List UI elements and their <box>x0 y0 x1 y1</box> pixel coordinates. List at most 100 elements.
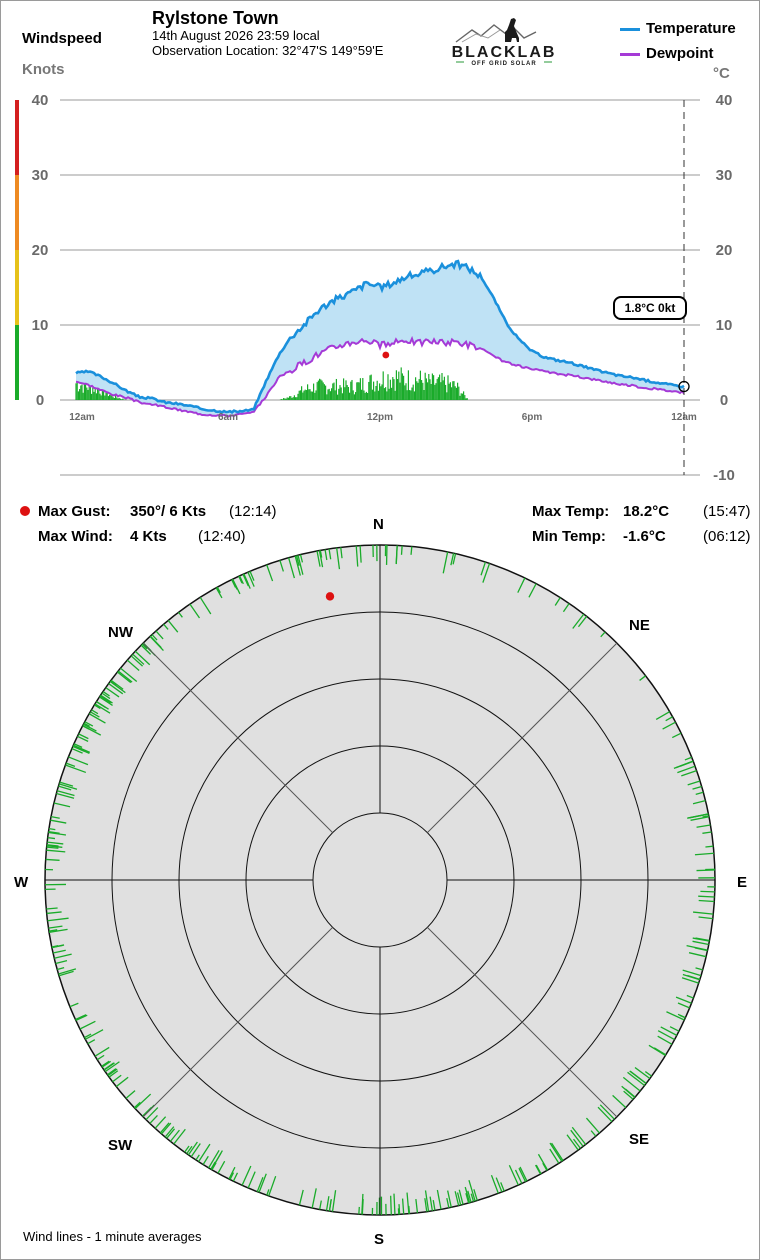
rose-wind-line <box>211 1162 217 1171</box>
left-tick-label: 20 <box>32 242 49 259</box>
rose-wind-line <box>59 781 74 787</box>
rose-wind-line <box>58 970 74 977</box>
rose-wind-line <box>693 911 714 915</box>
rose-wind-line <box>173 1128 186 1145</box>
observation-location: Observation Location: 32°47'S 149°59'E <box>152 43 384 58</box>
rose-wind-line <box>238 575 243 584</box>
legend-label-dewpoint: Dewpoint <box>646 45 714 62</box>
max-temp-value: 18.2°C <box>623 503 670 520</box>
rose-spoke <box>427 642 618 833</box>
dewpoint-line <box>75 335 685 418</box>
rose-wind-line <box>249 570 255 581</box>
rose-wind-line <box>644 1071 652 1077</box>
wind-scale-segment <box>15 325 19 400</box>
rose-wind-line <box>199 596 212 615</box>
rose-wind-line <box>700 890 715 893</box>
rose-wind-line <box>623 1090 634 1100</box>
rose-wind-line <box>169 1129 180 1142</box>
rose-wind-line <box>696 869 715 872</box>
rose-wind-line <box>56 792 75 799</box>
rose-wind-line <box>99 695 112 704</box>
rose-wind-line <box>48 827 56 831</box>
rose-wind-line <box>88 713 106 724</box>
rose-wind-line <box>682 973 700 981</box>
rose-wind-line <box>115 1076 129 1088</box>
rose-wind-line <box>340 547 343 559</box>
rose-wind-line <box>45 858 60 861</box>
rose-wind-line <box>48 831 67 836</box>
rose-wind-line <box>46 907 58 910</box>
rose-wind-line <box>551 1142 564 1161</box>
rose-wind-line <box>68 756 89 766</box>
rose-wind-line <box>54 953 72 959</box>
wind-direction-rose <box>44 544 716 1216</box>
rose-wind-line <box>256 1177 264 1192</box>
rose-wind-line <box>361 1199 364 1215</box>
rose-wind-line <box>702 815 709 818</box>
rose-wind-line <box>149 635 164 652</box>
rose-wind-line <box>108 683 124 695</box>
rose-wind-line <box>537 1153 549 1171</box>
compass-label-s: S <box>374 1231 385 1248</box>
rose-wind-line <box>279 560 284 572</box>
rose-wind-line <box>145 1107 159 1121</box>
rose-wind-line <box>655 711 670 721</box>
rose-wind-line <box>56 790 75 797</box>
rose-wind-line <box>621 1085 636 1098</box>
rose-wind-line <box>120 667 138 682</box>
left-axis-ticks: 0 10 20 30 40 <box>32 92 49 409</box>
rose-wind-line <box>627 1071 645 1087</box>
rose-wind-line <box>105 687 120 698</box>
rose-wind-line <box>393 1193 396 1215</box>
rose-wind-line <box>132 653 145 665</box>
rose-wind-line <box>328 1199 332 1212</box>
logo-brand: BLACKLAB <box>452 44 557 61</box>
rose-wind-line <box>231 579 238 590</box>
rose-wind-line <box>311 1188 317 1209</box>
rose-wind-line <box>84 721 94 727</box>
rose-wind-line <box>698 899 715 903</box>
rose-gust-point <box>325 592 335 601</box>
left-axis-unit: Knots <box>22 61 65 78</box>
rose-wind-line <box>73 743 83 748</box>
rose-wind-line <box>562 603 570 613</box>
rose-wind-line <box>518 1167 527 1183</box>
rose-wind-line <box>216 586 221 594</box>
rose-wind-line <box>69 1002 79 1008</box>
rose-wind-line <box>46 844 59 847</box>
rose-wind-line <box>164 1126 175 1138</box>
rose-wind-line <box>266 564 274 582</box>
rose-wind-line <box>424 1198 428 1212</box>
rose-wind-line <box>155 630 164 640</box>
rose-wind-line <box>336 547 341 570</box>
rose-wind-line <box>189 603 201 619</box>
rose-wind-line <box>65 762 76 768</box>
rose-wind-line <box>415 1198 419 1213</box>
rose-wind-line <box>514 1169 523 1184</box>
rose-wind-line <box>599 1104 615 1120</box>
rose-wind-line <box>467 1190 472 1203</box>
logo-mountain-dog-icon: BLACKLAB OFF GRID SOLAR <box>452 18 557 67</box>
rose-wind-line <box>424 1190 430 1212</box>
x-tick-label: 12pm <box>367 412 393 423</box>
wind-scale-color-bar <box>15 100 19 400</box>
rose-wind-line <box>91 709 99 715</box>
rose-wind-line <box>297 555 304 575</box>
rose-wind-line <box>53 802 71 808</box>
rose-wind-line <box>243 573 248 582</box>
right-axis-ticks: -10 0 10 20 30 40 <box>713 92 735 484</box>
max-wind-time: (12:40) <box>198 528 246 545</box>
rose-wind-line <box>117 670 133 683</box>
rose-wind-line <box>125 1090 136 1099</box>
right-tick-label: 40 <box>716 92 733 109</box>
max-gust-label: Max Gust: <box>38 503 111 520</box>
rose-wind-line <box>570 1129 584 1147</box>
rose-wind-line <box>94 703 111 714</box>
rose-wind-line <box>482 563 491 583</box>
compass-label-e: E <box>737 874 748 891</box>
rose-wind-line <box>480 561 487 576</box>
logo-tagline: OFF GRID SOLAR <box>471 61 536 67</box>
rose-wind-line <box>669 1026 680 1032</box>
rose-wind-line <box>597 1106 613 1123</box>
rose-wind-line <box>96 701 109 710</box>
